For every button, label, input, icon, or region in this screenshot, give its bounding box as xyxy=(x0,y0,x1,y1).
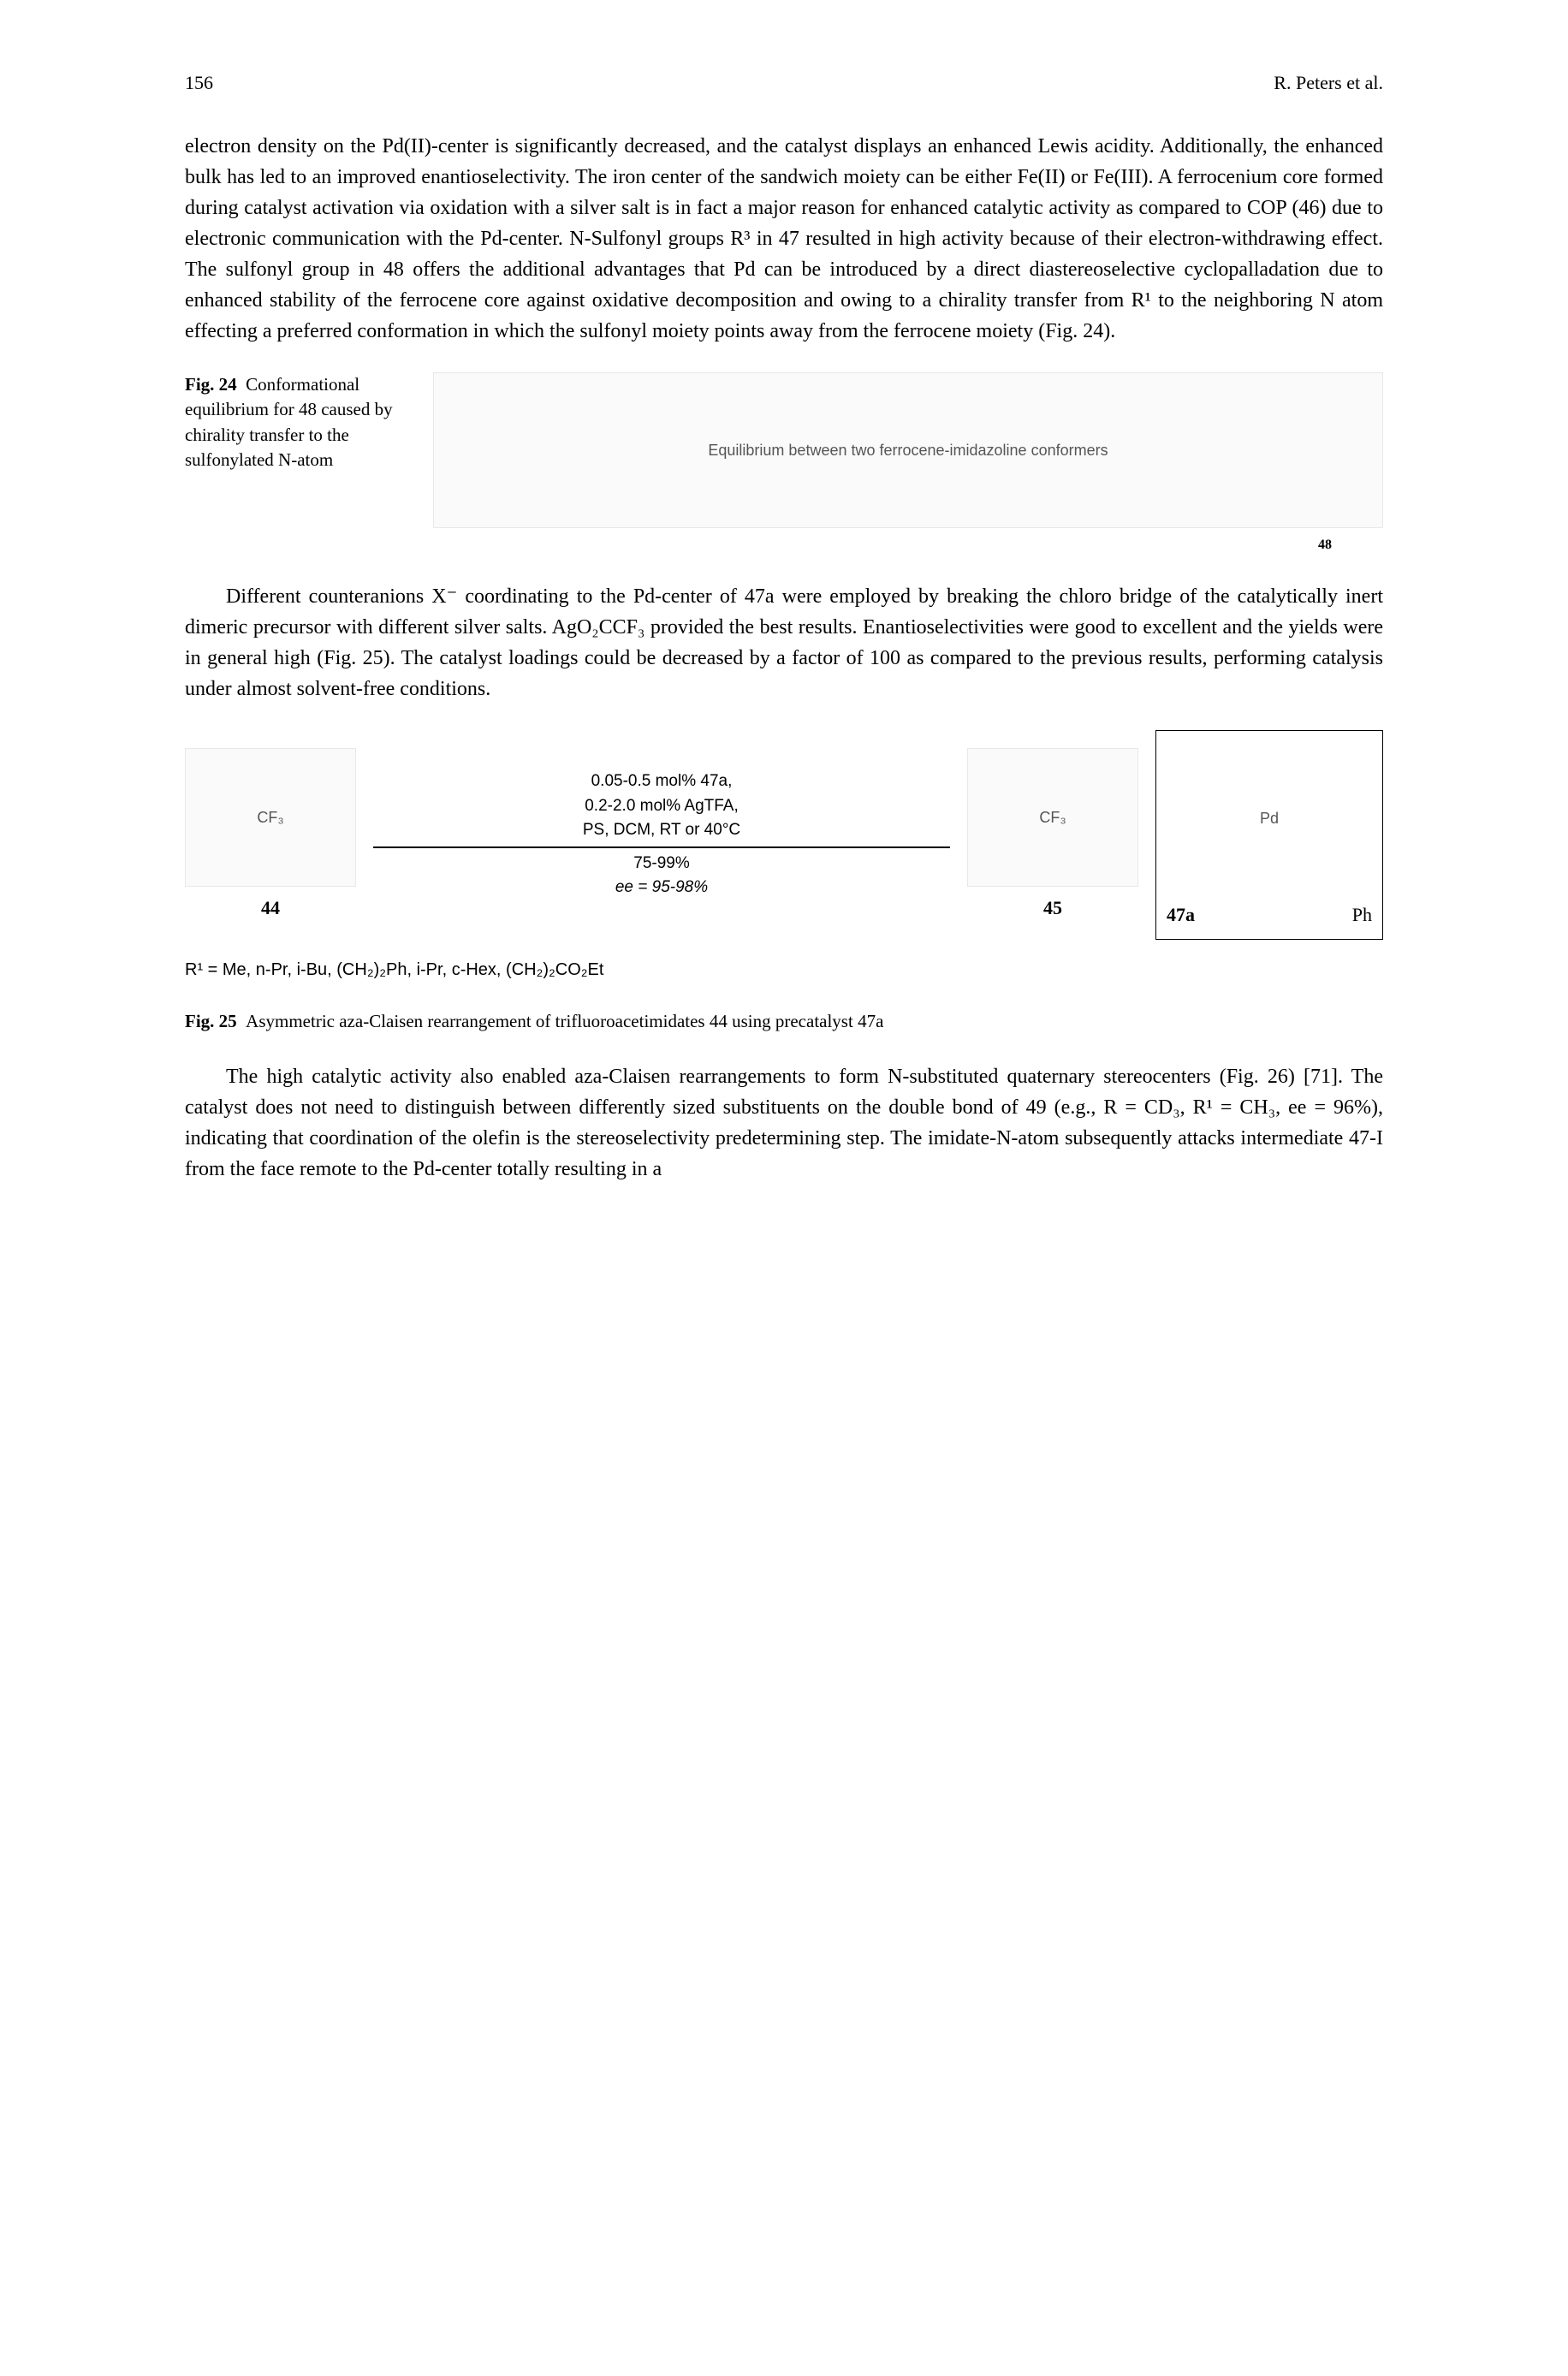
page-header: 156 R. Peters et al. xyxy=(185,68,1383,97)
conditions-line2: 0.2-2.0 mol% AgTFA, xyxy=(373,794,950,819)
conditions-line3: PS, DCM, RT or 40°C xyxy=(373,818,950,848)
page-number: 156 xyxy=(185,68,213,97)
figure-24-row: Fig. 24 Conformational equilibrium for 4… xyxy=(185,372,1383,555)
figure-24-diagram: Equilibrium between two ferrocene-imidaz… xyxy=(433,372,1383,555)
compound-47a-label: 47a xyxy=(1167,900,1195,929)
compound-45-label: 45 xyxy=(967,894,1138,922)
compound-45-structure: CF₃ xyxy=(967,748,1138,887)
figure-25-caption-text: Asymmetric aza-Claisen rearrangement of … xyxy=(246,1011,883,1031)
catalyst-ph: Ph xyxy=(1352,900,1372,929)
paragraph-3: The high catalytic activity also enabled… xyxy=(185,1061,1383,1185)
r1-substituents-note: R¹ = Me, n-Pr, i-Bu, (CH₂)₂Ph, i-Pr, c-H… xyxy=(185,957,1383,983)
page-authors: R. Peters et al. xyxy=(1274,68,1383,97)
conditions-yield: 75-99% xyxy=(373,852,950,876)
figure-24-label: Fig. 24 xyxy=(185,374,237,395)
conditions-ee: ee = 95-98% xyxy=(373,876,950,900)
figure-24-structure-placeholder: Equilibrium between two ferrocene-imidaz… xyxy=(433,372,1383,528)
catalyst-pd: Pd xyxy=(1260,807,1279,830)
figure-25-label: Fig. 25 xyxy=(185,1011,237,1031)
reactant-cf3: CF₃ xyxy=(257,806,283,829)
figure-24-caption: Fig. 24 Conformational equilibrium for 4… xyxy=(185,372,407,473)
catalyst-47a-structure: Pd xyxy=(1167,741,1372,895)
conditions-line1: 0.05-0.5 mol% 47a, xyxy=(373,769,950,794)
compound-44-label: 44 xyxy=(185,894,356,922)
paragraph-2: Different counteranions X⁻ coordinating … xyxy=(185,581,1383,704)
figure-25-diagram: CF₃ 44 0.05-0.5 mol% 47a, 0.2-2.0 mol% A… xyxy=(185,730,1383,983)
figure-25-caption: Fig. 25 Asymmetric aza-Claisen rearrange… xyxy=(185,1008,1383,1036)
paragraph-1: electron density on the Pd(II)-center is… xyxy=(185,131,1383,347)
product-cf3: CF₃ xyxy=(1039,806,1066,829)
compound-44-structure: CF₃ xyxy=(185,748,356,887)
compound-48-label: 48 xyxy=(1318,538,1332,552)
diagram-description: Equilibrium between two ferrocene-imidaz… xyxy=(708,439,1108,462)
